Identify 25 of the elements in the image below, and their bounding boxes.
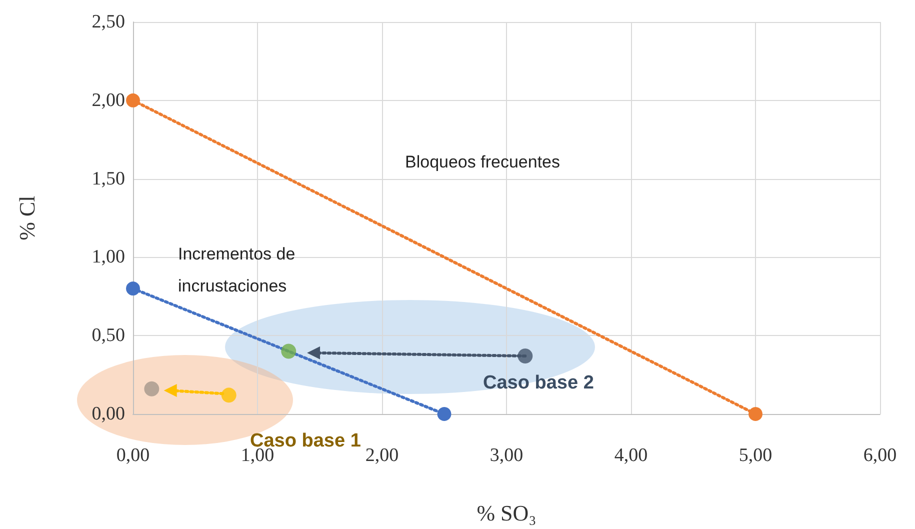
y-tick-label: 1,00 [92,246,125,268]
x-tick-label: 0,00 [116,445,150,466]
y-tick-label: 0,00 [92,404,125,424]
point [281,344,296,359]
x-axis-title: % SO₃ [476,500,536,526]
annotation: Caso base 2 [483,372,594,394]
y-tick-label: 2,00 [92,90,125,111]
x-tick-label: 4,00 [614,445,648,466]
x-tick-label: 2,00 [365,445,399,466]
point [437,407,452,421]
point [518,348,533,364]
y-tick-label: 0,50 [92,325,125,346]
y-tick-label: 2,50 [92,12,125,32]
y-axis-title: % Cl [14,196,40,240]
annotation: Bloqueos frecuentes [405,152,560,172]
annotation: Incrementos de incrustaciones [178,244,296,296]
y-tick-label: 1,50 [92,168,125,190]
x-tick-label: 6,00 [863,445,897,466]
point [221,388,236,403]
x-tick-label: 3,00 [490,445,524,466]
x-tick-label: 5,00 [738,445,772,466]
point [126,93,140,108]
point [748,407,762,421]
point [144,381,160,396]
point [126,282,140,296]
